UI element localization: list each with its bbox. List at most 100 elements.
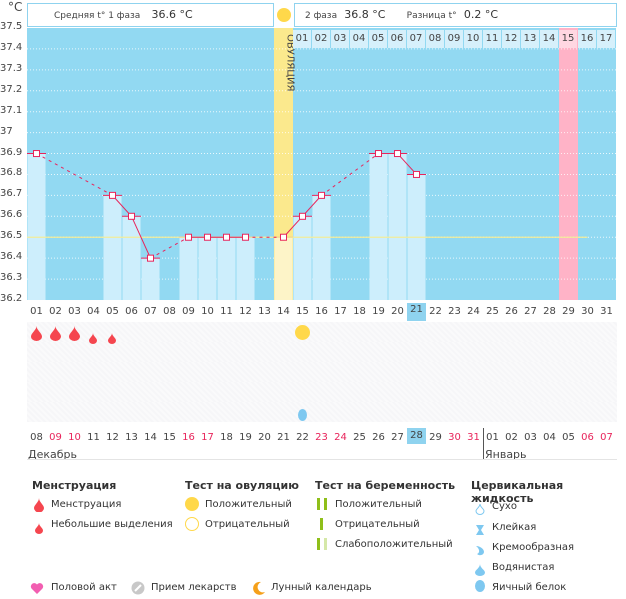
legend-dry: Сухо (492, 501, 517, 512)
legend-creamy: Кремообразная (492, 542, 575, 553)
temperature-bar (179, 237, 198, 300)
spotting-drop-icon (35, 519, 43, 538)
x-tick-label: 04 (87, 306, 100, 317)
x-tick-label: 26 (505, 306, 518, 317)
x-tick-label: 03 (68, 306, 81, 317)
menstruation-drop-icon (34, 497, 44, 516)
y-tick-label: 36.3 (0, 272, 23, 284)
temperature-point (299, 212, 306, 220)
legend-ovulation-test-title: Тест на овуляцию (185, 479, 299, 492)
legend-pregnancy-test-title: Тест на беременность (315, 479, 456, 492)
diff-label: Разница t° (406, 11, 457, 21)
x-tick-label: 28 (543, 306, 556, 317)
legend-preg-negative: Отрицательный (335, 519, 420, 530)
y-tick-label: 36.8 (0, 167, 23, 179)
date-label: 18 (220, 432, 233, 443)
diff-value: 0.2 °C (463, 8, 499, 21)
spotting-drop-icon (108, 329, 116, 348)
x-tick-label: 14 (277, 306, 290, 317)
legend-watery: Водянистая (492, 562, 555, 573)
legend-cervical-title: Цервикальная жидкость (471, 479, 564, 505)
temperature-point (185, 233, 192, 241)
x-tick-label: 09 (182, 306, 195, 317)
month-label: Январь (485, 448, 527, 461)
date-label: 14 (144, 432, 157, 443)
date-label: 04 (543, 432, 556, 443)
date-label: 11 (87, 432, 100, 443)
date-label: 28 (407, 428, 426, 444)
sticky-icon (475, 521, 485, 540)
legend-preg-positive: Положительный (335, 499, 422, 510)
menstruation-drop-icon (69, 326, 80, 345)
temperature-point (128, 212, 135, 220)
temperature-point (147, 254, 154, 262)
icon-row (27, 342, 617, 362)
date-label: 31 (467, 432, 480, 443)
y-tick-label: 36.6 (0, 209, 23, 221)
x-tick-label: 07 (144, 306, 157, 317)
legend-spotting: Небольшие выделения (51, 519, 173, 530)
legend-menstruation: Менструация (51, 499, 122, 510)
date-label: 26 (372, 432, 385, 443)
x-tick-label: 10 (201, 306, 214, 317)
phase1-value: 36.6 °C (151, 8, 193, 21)
date-label: 10 (68, 432, 81, 443)
temperature-line-gap (36, 153, 113, 196)
legend-menstruation-title: Менструация (32, 479, 117, 492)
icon-row (27, 322, 617, 342)
date-label: 06 (581, 432, 594, 443)
cycle-day-label: 01 (293, 30, 311, 48)
x-tick-label: 20 (391, 306, 404, 317)
temperature-point (394, 150, 401, 158)
preg-positive-icon-b (324, 498, 327, 510)
month-divider (483, 428, 484, 460)
temperature-bar (27, 153, 46, 300)
creamy-icon (475, 541, 485, 560)
x-tick-label: 29 (562, 306, 575, 317)
temperature-line (131, 216, 151, 259)
legend-sticky: Клейкая (492, 522, 537, 533)
x-tick-label: 25 (486, 306, 499, 317)
x-tick-label: 06 (125, 306, 138, 317)
temperature-point (204, 233, 211, 241)
date-label: 08 (30, 432, 43, 443)
spotting-drop-icon (89, 329, 97, 348)
moon-icon (252, 580, 266, 599)
y-tick-label: 36.4 (0, 251, 23, 263)
y-tick-label: 36.5 (0, 230, 23, 242)
temperature-bar (293, 216, 312, 300)
x-tick-label: 02 (49, 306, 62, 317)
x-tick-label: 05 (106, 306, 119, 317)
legend-egg-white: Яичный белок (492, 582, 567, 593)
date-label: 17 (201, 432, 214, 443)
x-tick-label: 17 (334, 306, 347, 317)
x-tick-label: 31 (600, 306, 613, 317)
cycle-day-label: 03 (331, 30, 349, 48)
cycle-day-label: 05 (369, 30, 387, 48)
temperature-point (280, 233, 287, 241)
icon-row (27, 362, 617, 382)
x-tick-label: 13 (258, 306, 271, 317)
x-tick-label: 11 (220, 306, 233, 317)
date-label: 07 (600, 432, 613, 443)
date-label: 21 (277, 432, 290, 443)
cycle-day-label: 14 (540, 30, 558, 48)
cycle-day-label: 15 (559, 30, 577, 48)
date-label: 01 (486, 432, 499, 443)
temperature-bar (122, 216, 141, 300)
date-label: 19 (239, 432, 252, 443)
date-label: 20 (258, 432, 271, 443)
cycle-day-label: 10 (464, 30, 482, 48)
x-tick-label: 21 (407, 303, 426, 321)
x-tick-label: 15 (296, 306, 309, 317)
legend-preg-weak: Слабоположительный (335, 539, 453, 550)
cycle-day-label: 13 (521, 30, 539, 48)
ovulation-sun-icon (277, 8, 291, 22)
date-label: 12 (106, 432, 119, 443)
temperature-bar (388, 153, 407, 300)
date-label: 16 (182, 432, 195, 443)
x-tick-label: 22 (429, 306, 442, 317)
y-tick-label: 36.2 (0, 293, 23, 304)
unit-label: °C (8, 0, 23, 14)
temperature-line-gap (150, 236, 189, 259)
